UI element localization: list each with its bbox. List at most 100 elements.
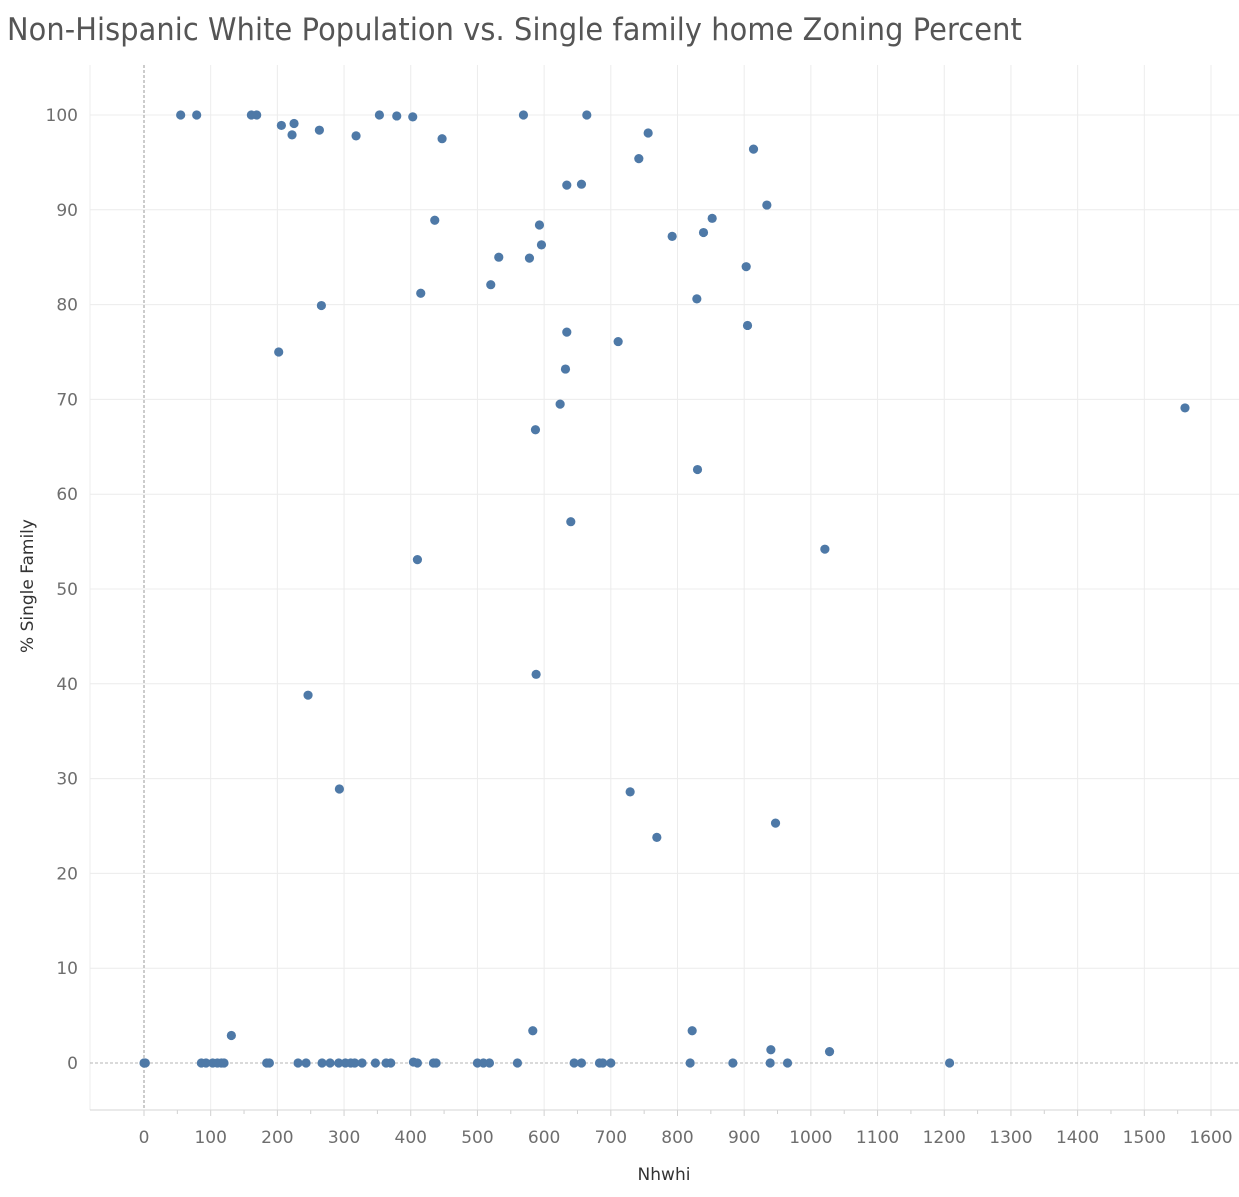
data-point[interactable] — [741, 262, 751, 272]
data-point[interactable] — [374, 110, 385, 120]
data-point[interactable] — [512, 1058, 523, 1068]
data-point[interactable] — [140, 1058, 150, 1068]
data-point[interactable] — [386, 1058, 396, 1068]
data-point[interactable] — [652, 832, 662, 842]
data-point[interactable] — [534, 220, 545, 230]
x-tick-label: 1600 — [1189, 1128, 1232, 1148]
data-point[interactable] — [408, 112, 418, 122]
data-point[interactable] — [412, 555, 423, 565]
data-point[interactable] — [667, 231, 677, 241]
data-point[interactable] — [728, 1058, 738, 1068]
data-point[interactable] — [486, 280, 496, 290]
data-point[interactable] — [334, 1058, 344, 1068]
data-point[interactable] — [412, 1058, 423, 1068]
data-point[interactable] — [598, 1058, 608, 1068]
data-point[interactable] — [303, 690, 313, 700]
data-point[interactable] — [687, 1026, 697, 1036]
data-point[interactable] — [317, 1058, 327, 1068]
data-point[interactable] — [316, 300, 326, 311]
x-tick-label: 1200 — [923, 1128, 966, 1148]
x-tick-label: 600 — [528, 1128, 560, 1148]
data-point[interactable] — [569, 1058, 579, 1068]
data-point[interactable] — [824, 1047, 835, 1057]
data-point[interactable] — [625, 787, 635, 797]
data-point[interactable] — [770, 818, 781, 828]
data-point[interactable] — [692, 294, 702, 304]
data-point[interactable] — [293, 1058, 303, 1068]
y-tick-label: 30 — [56, 770, 78, 790]
data-point[interactable] — [782, 1058, 793, 1068]
data-point[interactable] — [484, 1058, 495, 1068]
data-point[interactable] — [643, 128, 653, 138]
data-point[interactable] — [192, 110, 202, 120]
data-point[interactable] — [634, 154, 644, 164]
data-point[interactable] — [530, 425, 541, 435]
x-tick-label: 1100 — [856, 1128, 899, 1148]
data-point[interactable] — [748, 144, 759, 154]
data-point[interactable] — [560, 364, 571, 374]
data-point[interactable] — [762, 200, 772, 210]
y-tick-label: 70 — [56, 390, 78, 410]
data-point[interactable] — [742, 320, 753, 331]
data-point[interactable] — [518, 110, 529, 120]
data-point[interactable] — [176, 110, 186, 120]
data-point[interactable] — [613, 336, 623, 347]
data-point[interactable] — [820, 544, 830, 554]
data-point[interactable] — [416, 288, 426, 298]
data-point[interactable] — [528, 1026, 538, 1036]
y-tick-label: 60 — [56, 485, 78, 505]
data-point[interactable] — [334, 784, 344, 794]
x-tick-label: 1300 — [989, 1128, 1032, 1148]
data-point[interactable] — [314, 125, 324, 135]
y-axis-label: % Single Family — [18, 519, 38, 653]
x-tick-label: 100 — [194, 1128, 226, 1148]
data-point[interactable] — [698, 227, 709, 238]
data-point[interactable] — [562, 180, 572, 190]
data-point[interactable] — [555, 399, 565, 409]
data-point[interactable] — [582, 110, 592, 120]
data-point[interactable] — [201, 1058, 211, 1068]
data-point[interactable] — [357, 1058, 367, 1068]
data-point[interactable] — [606, 1058, 616, 1068]
data-point[interactable] — [944, 1058, 955, 1068]
data-point[interactable] — [524, 253, 535, 263]
data-point[interactable] — [351, 131, 361, 141]
x-tick-label: 700 — [595, 1128, 627, 1148]
data-point[interactable] — [536, 240, 547, 250]
data-point[interactable] — [685, 1058, 695, 1068]
x-axis-label: Nhwhi — [638, 1165, 691, 1185]
axes: 0 100 200 300 400 500 600 700 800 900 1000 1100 1200… — [46, 65, 1239, 1148]
data-point[interactable] — [350, 1058, 360, 1068]
data-point[interactable] — [287, 130, 297, 140]
data-point[interactable] — [370, 1058, 381, 1068]
data-point[interactable] — [576, 179, 587, 189]
data-point[interactable] — [430, 215, 440, 225]
x-tick-label: 200 — [261, 1128, 293, 1148]
data-point[interactable] — [531, 669, 541, 679]
data-point[interactable] — [576, 1058, 587, 1068]
data-point[interactable] — [431, 1058, 441, 1068]
data-point[interactable] — [437, 134, 447, 144]
data-point[interactable] — [707, 213, 717, 223]
data-point[interactable] — [226, 1030, 236, 1041]
data-point[interactable] — [494, 252, 504, 262]
data-point[interactable] — [274, 347, 284, 357]
data-point[interactable] — [392, 111, 402, 121]
data-point[interactable] — [264, 1058, 274, 1068]
data-point[interactable] — [289, 118, 299, 129]
data-point[interactable] — [766, 1045, 776, 1055]
data-point[interactable] — [325, 1058, 335, 1068]
data-point[interactable] — [692, 464, 703, 475]
data-point[interactable] — [562, 327, 572, 337]
data-point[interactable] — [566, 517, 576, 527]
data-point[interactable] — [301, 1058, 311, 1068]
data-point[interactable] — [219, 1058, 229, 1068]
data-point[interactable] — [252, 110, 262, 120]
x-tick-label: 1000 — [789, 1128, 832, 1148]
data-point[interactable] — [276, 120, 286, 131]
data-point[interactable] — [765, 1058, 775, 1068]
data-point[interactable] — [1180, 403, 1190, 413]
x-tick-label: 400 — [395, 1128, 427, 1148]
x-tick-label: 1400 — [1056, 1128, 1099, 1148]
